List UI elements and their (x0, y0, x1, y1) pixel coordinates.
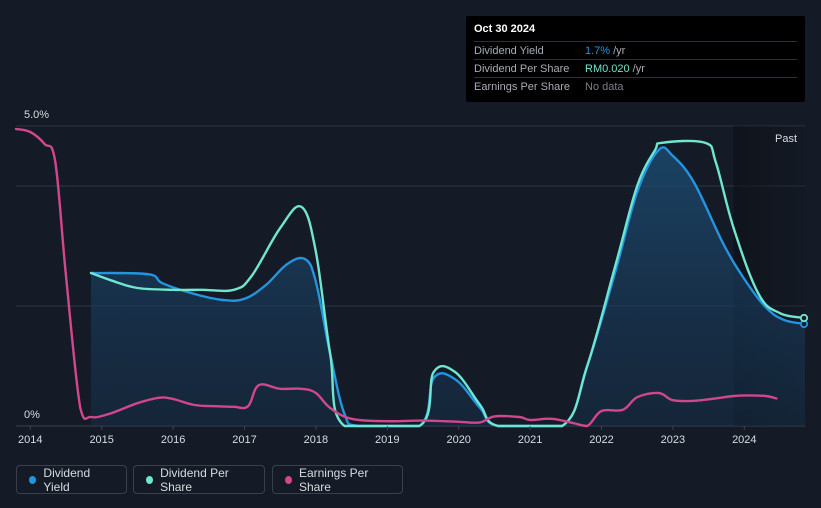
series-line-dividend-per-share (89, 139, 807, 428)
tooltip-row-dividend-yield: Dividend Yield 1.7% /yr (474, 41, 797, 59)
series-endpoint-marker (799, 313, 809, 323)
tooltip-value: No data (585, 80, 624, 93)
y-label-max: 5.0% (24, 109, 49, 121)
tooltip-row-dividend-per-share: Dividend Per Share RM0.020 /yr (474, 59, 797, 77)
x-tick-label: 2017 (232, 434, 256, 446)
legend-label: Dividend Per Share (160, 465, 229, 494)
tooltip-label: Dividend Yield (474, 44, 544, 57)
tooltip-value: RM0.020 (585, 62, 630, 75)
tooltip-unit: /yr (632, 62, 645, 75)
legend-earnings-per-share[interactable]: Earnings Per Share (272, 465, 403, 494)
legend-dot-icon (146, 475, 154, 484)
x-tick-label: 2023 (661, 434, 685, 446)
legend-label: Earnings Per Share (298, 465, 369, 494)
series-line-dividend-yield (89, 146, 807, 428)
y-label-min: 0% (24, 409, 40, 421)
tooltip-row-earnings-per-share: Earnings Per Share No data (474, 77, 797, 95)
dividend-yield-area (90, 147, 806, 426)
legend-dot-icon (285, 475, 292, 484)
x-tick-label: 2016 (161, 434, 185, 446)
legend-dividend-per-share[interactable]: Dividend Per Share (133, 465, 265, 494)
legend-dot-icon (29, 475, 37, 484)
x-tick-label: 2018 (304, 434, 328, 446)
x-tick-label: 2024 (732, 434, 756, 446)
legend-label: Dividend Yield (43, 465, 91, 494)
tooltip-unit: /yr (613, 44, 626, 57)
legend-dividend-yield[interactable]: Dividend Yield (16, 465, 127, 494)
x-tick-label: 2019 (375, 434, 399, 446)
x-tick-label: 2021 (518, 434, 542, 446)
tooltip-value: 1.7% (585, 44, 611, 57)
tooltip-label: Dividend Per Share (474, 62, 570, 75)
tooltip: Oct 30 2024 Dividend Yield 1.7% /yr Divi… (466, 16, 805, 102)
x-tick-label: 2015 (89, 434, 113, 446)
tooltip-label: Earnings Per Share (474, 80, 570, 93)
tooltip-date: Oct 30 2024 (474, 23, 536, 35)
x-tick-label: 2020 (446, 434, 470, 446)
past-label: Past (775, 133, 797, 145)
series-line-earnings-per-share (14, 127, 778, 428)
x-tick-label: 2014 (18, 434, 42, 446)
x-tick-label: 2022 (589, 434, 613, 446)
